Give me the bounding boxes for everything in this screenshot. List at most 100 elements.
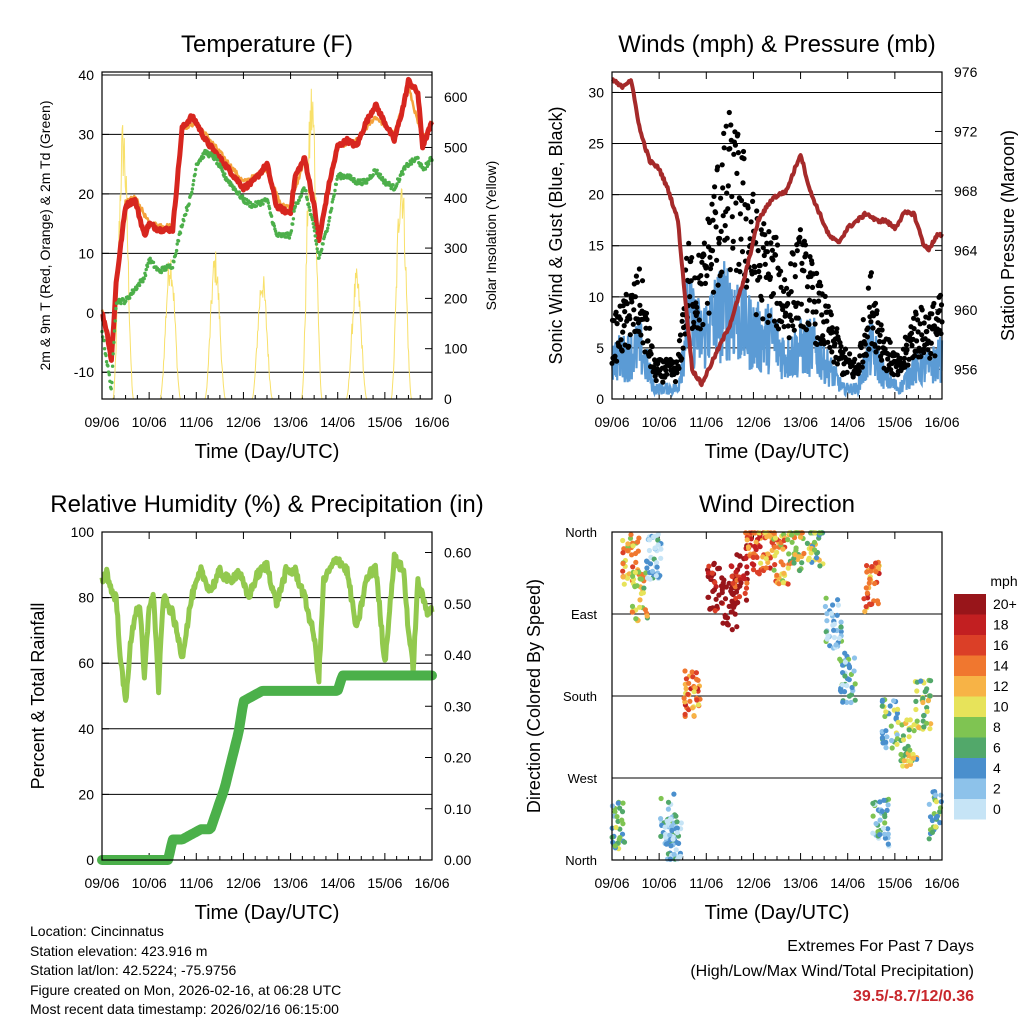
dewpoint-point xyxy=(215,158,220,162)
direction-point xyxy=(720,620,726,626)
gust-point xyxy=(715,164,721,170)
dewpoint-point xyxy=(148,256,152,260)
direction-point xyxy=(683,676,690,682)
gust-point xyxy=(782,277,788,283)
gust-point xyxy=(788,289,794,295)
colorbar-swatch xyxy=(954,758,986,779)
direction-point xyxy=(780,562,786,568)
gust-point xyxy=(791,327,797,333)
direction-point xyxy=(643,570,649,576)
dewpoint-point xyxy=(187,202,191,206)
direction-point xyxy=(924,720,930,726)
direction-point xyxy=(665,799,672,805)
direction-point xyxy=(776,581,782,587)
gust-point xyxy=(745,205,751,211)
gust-point xyxy=(704,273,710,279)
dewpoint-point xyxy=(289,229,294,233)
direction-point xyxy=(881,831,888,837)
dewpoint-point xyxy=(172,260,176,264)
direction-point xyxy=(748,536,754,542)
dewpoint-series xyxy=(100,148,434,391)
colorbar-swatch xyxy=(954,655,986,676)
y-tick-label-right: 0.40 xyxy=(444,647,471,663)
gust-point xyxy=(642,349,648,355)
y-tick-label: 0 xyxy=(86,305,94,321)
direction-point xyxy=(714,603,720,609)
pressure-line xyxy=(610,77,944,388)
dewpoint-point xyxy=(114,306,118,311)
dewpoint-point xyxy=(365,181,369,185)
direction-point xyxy=(910,751,916,758)
direction-point xyxy=(655,542,661,548)
x-tick-label: 09/06 xyxy=(594,414,629,430)
direction-point xyxy=(641,585,647,591)
direction-point xyxy=(870,830,876,836)
dewpoint-point xyxy=(331,197,335,201)
gust-point xyxy=(679,356,685,362)
x-tick-label: 12/06 xyxy=(736,414,771,430)
dewpoint-point xyxy=(304,189,308,193)
x-tick-label: 14/06 xyxy=(320,875,355,891)
direction-point xyxy=(694,676,700,683)
colorbar-label: 10 xyxy=(993,699,1009,715)
station-info: Location: Cincinnatus Station elevation:… xyxy=(30,922,341,1020)
direction-point xyxy=(653,573,659,579)
direction-point xyxy=(861,596,867,602)
direction-point xyxy=(823,595,829,601)
gust-point xyxy=(754,208,760,214)
direction-point xyxy=(692,685,698,691)
dewpoint-point xyxy=(151,260,156,265)
direction-point xyxy=(864,590,871,596)
gust-point xyxy=(672,379,679,385)
gust-point xyxy=(723,123,729,129)
gust-point xyxy=(866,304,873,310)
gust-point xyxy=(769,247,776,253)
gust-point xyxy=(635,320,642,326)
dewpoint-point xyxy=(293,204,298,209)
gust-point xyxy=(814,270,820,276)
dewpoint-point xyxy=(310,218,315,222)
direction-point xyxy=(851,655,858,661)
gust-point xyxy=(872,300,879,306)
x-tick-label: 12/06 xyxy=(226,414,261,430)
dewpoint-point xyxy=(144,267,148,272)
colorbar-label: 6 xyxy=(993,740,1001,756)
direction-point xyxy=(765,551,771,557)
gust-point xyxy=(773,234,779,240)
direction-point xyxy=(864,563,870,569)
dewpoint-point xyxy=(292,209,296,213)
gust-point xyxy=(764,240,770,246)
dewpoint-point xyxy=(311,222,315,226)
direction-point xyxy=(686,707,692,713)
gust-point xyxy=(755,248,761,254)
direction-point xyxy=(801,550,807,557)
y-tick-label-right: 0.60 xyxy=(444,545,471,561)
gust-point xyxy=(649,344,655,350)
gust-point xyxy=(928,350,934,357)
direction-point xyxy=(831,627,837,633)
direction-point xyxy=(830,602,836,608)
direction-point xyxy=(690,674,696,680)
plot-border xyxy=(611,531,943,861)
gust-point xyxy=(834,361,841,367)
gust-point xyxy=(765,319,771,325)
gust-point xyxy=(809,260,815,267)
direction-point xyxy=(630,543,636,549)
dewpoint-point xyxy=(174,251,178,256)
dewpoint-point xyxy=(326,223,331,227)
direction-point xyxy=(846,677,852,683)
direction-point xyxy=(629,603,636,610)
solar-insolation-line xyxy=(345,268,368,400)
gust-point xyxy=(756,268,762,275)
direction-point xyxy=(735,599,741,606)
direction-point xyxy=(718,600,725,606)
direction-point xyxy=(682,711,688,717)
dewpoint-point xyxy=(104,360,109,364)
dewpoint-point xyxy=(137,283,142,288)
direction-point xyxy=(694,697,700,703)
temperature-xlabel: Time (Day/UTC) xyxy=(195,441,340,463)
colorbar-swatch xyxy=(954,737,986,758)
x-tick-label: 10/06 xyxy=(642,414,677,430)
dewpoint-point xyxy=(321,242,325,246)
dewpoint-point xyxy=(192,178,196,183)
